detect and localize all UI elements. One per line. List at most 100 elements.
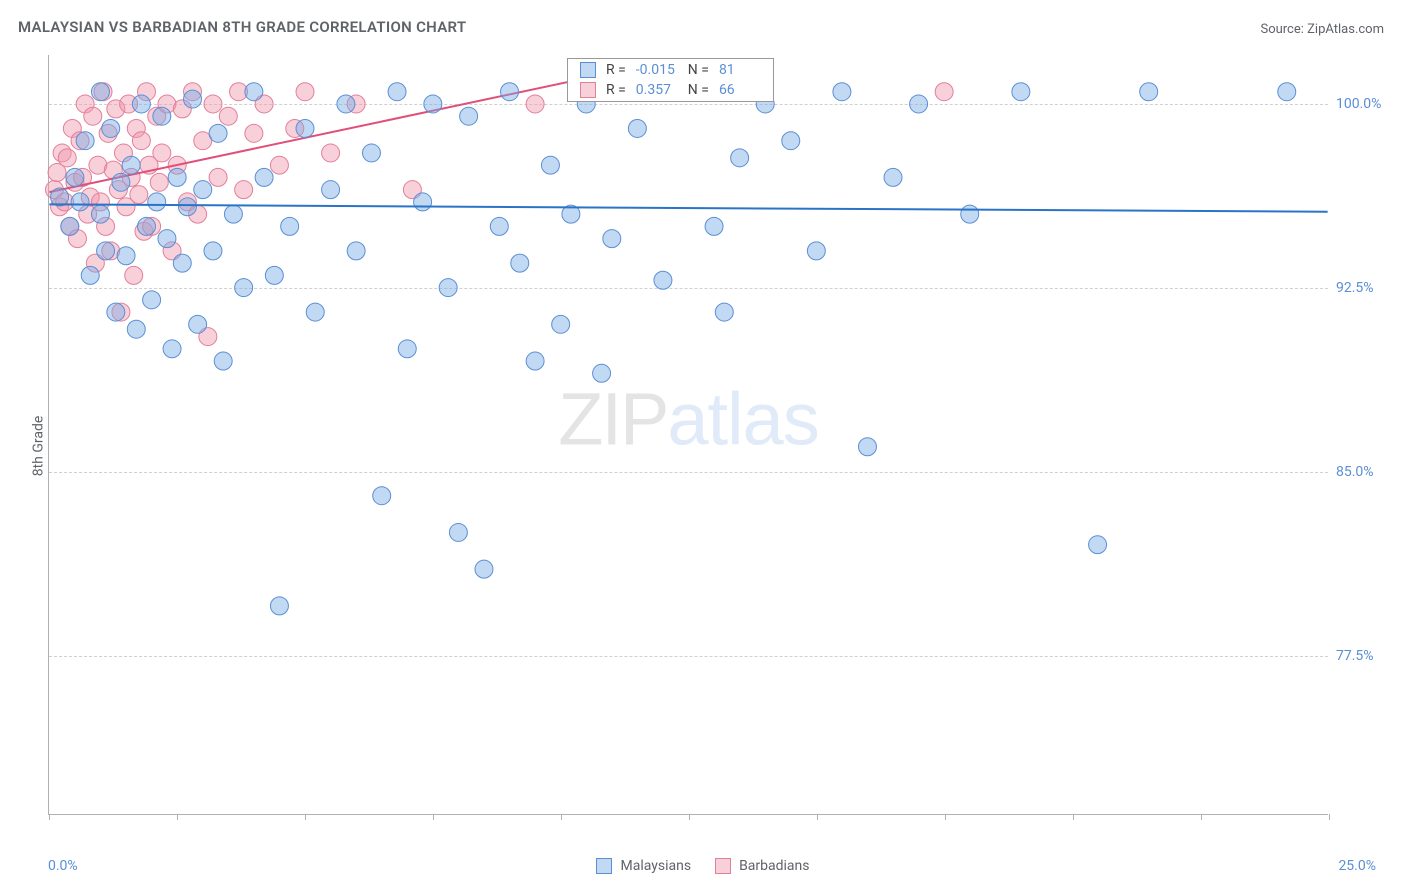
scatter-point (281, 217, 299, 235)
scatter-point (184, 90, 202, 108)
scatter-point (910, 95, 928, 113)
scatter-point (204, 95, 222, 113)
scatter-point (209, 124, 227, 142)
scatter-point (475, 560, 493, 578)
scatter-point (97, 242, 115, 260)
scatter-point (1089, 536, 1107, 554)
scatter-point (163, 340, 181, 358)
legend-item-malaysians: Malaysians (596, 858, 691, 874)
scatter-point (138, 217, 156, 235)
scatter-point (148, 193, 166, 211)
scatter-point (858, 438, 876, 456)
x-tick (305, 814, 306, 820)
scatter-point (194, 181, 212, 199)
scatter-point (603, 230, 621, 248)
stats-legend-box: R =-0.015N =81R =0.357N =66 (567, 58, 774, 102)
scatter-point (362, 144, 380, 162)
x-tick (689, 814, 690, 820)
chart-container: MALAYSIAN VS BARBADIAN 8TH GRADE CORRELA… (0, 0, 1406, 892)
stat-n-malaysians: 81 (719, 62, 761, 78)
scatter-point (270, 156, 288, 174)
scatter-point (204, 242, 222, 260)
scatter-point (130, 186, 148, 204)
scatter-point (150, 173, 168, 191)
scatter-point (58, 149, 76, 167)
scatter-point (102, 119, 120, 137)
y-axis-label: 8th Grade (30, 416, 46, 477)
scatter-point (715, 303, 733, 321)
x-tick (1329, 814, 1330, 820)
scatter-point (168, 168, 186, 186)
scatter-point (91, 83, 109, 101)
scatter-point (1012, 83, 1030, 101)
scatter-point (153, 107, 171, 125)
x-tick (817, 814, 818, 820)
x-tick (177, 814, 178, 820)
stat-r-barbadians: 0.357 (636, 82, 678, 98)
scatter-point (132, 95, 150, 113)
y-tick-label: 92.5% (1336, 280, 1396, 296)
scatter-point (306, 303, 324, 321)
swatch-malaysians (596, 858, 612, 874)
y-tick-label: 100.0% (1336, 96, 1396, 112)
scatter-point (84, 107, 102, 125)
scatter-point (209, 168, 227, 186)
scatter-point (322, 144, 340, 162)
source-label: Source: ZipAtlas.com (1260, 22, 1384, 37)
scatter-point (270, 597, 288, 615)
swatch-barbadians (715, 858, 731, 874)
legend-label-malaysians: Malaysians (620, 858, 691, 874)
x-tick (1073, 814, 1074, 820)
plot-svg (49, 55, 1328, 814)
scatter-point (373, 487, 391, 505)
scatter-point (235, 279, 253, 297)
scatter-point (132, 132, 150, 150)
scatter-point (807, 242, 825, 260)
scatter-point (117, 247, 135, 265)
scatter-point (214, 352, 232, 370)
scatter-point (71, 193, 89, 211)
scatter-point (255, 168, 273, 186)
scatter-point (414, 193, 432, 211)
scatter-point (61, 217, 79, 235)
scatter-point (173, 254, 191, 272)
y-tick-label: 77.5% (1336, 648, 1396, 664)
scatter-point (178, 198, 196, 216)
scatter-point (439, 279, 457, 297)
scatter-point (189, 315, 207, 333)
scatter-point (125, 266, 143, 284)
x-tick (1201, 814, 1202, 820)
scatter-point (143, 291, 161, 309)
x-tick (49, 814, 50, 820)
scatter-point (833, 83, 851, 101)
scatter-point (66, 168, 84, 186)
scatter-point (424, 95, 442, 113)
plot-area: ZIPatlas R =-0.015N =81R =0.357N =66 77.… (48, 55, 1328, 815)
scatter-point (1278, 83, 1296, 101)
scatter-point (731, 149, 749, 167)
stats-row-malaysians: R =-0.015N =81 (568, 60, 773, 80)
scatter-point (511, 254, 529, 272)
bottom-legend: MalaysiansBarbadians (0, 858, 1406, 874)
x-tick (945, 814, 946, 820)
scatter-point (265, 266, 283, 284)
x-tick-label-min: 0.0% (48, 858, 78, 874)
scatter-point (112, 173, 130, 191)
stat-r-malaysians: -0.015 (636, 62, 678, 78)
scatter-point (245, 83, 263, 101)
y-tick-label: 85.0% (1336, 464, 1396, 480)
scatter-point (322, 181, 340, 199)
scatter-point (541, 156, 559, 174)
x-tick (561, 814, 562, 820)
stats-row-barbadians: R =0.357N =66 (568, 80, 773, 100)
scatter-point (884, 168, 902, 186)
scatter-point (347, 242, 365, 260)
scatter-point (51, 188, 69, 206)
scatter-point (76, 132, 94, 150)
scatter-point (235, 181, 253, 199)
scatter-point (628, 119, 646, 137)
scatter-point (526, 352, 544, 370)
scatter-point (127, 320, 145, 338)
scatter-point (654, 271, 672, 289)
scatter-point (296, 83, 314, 101)
